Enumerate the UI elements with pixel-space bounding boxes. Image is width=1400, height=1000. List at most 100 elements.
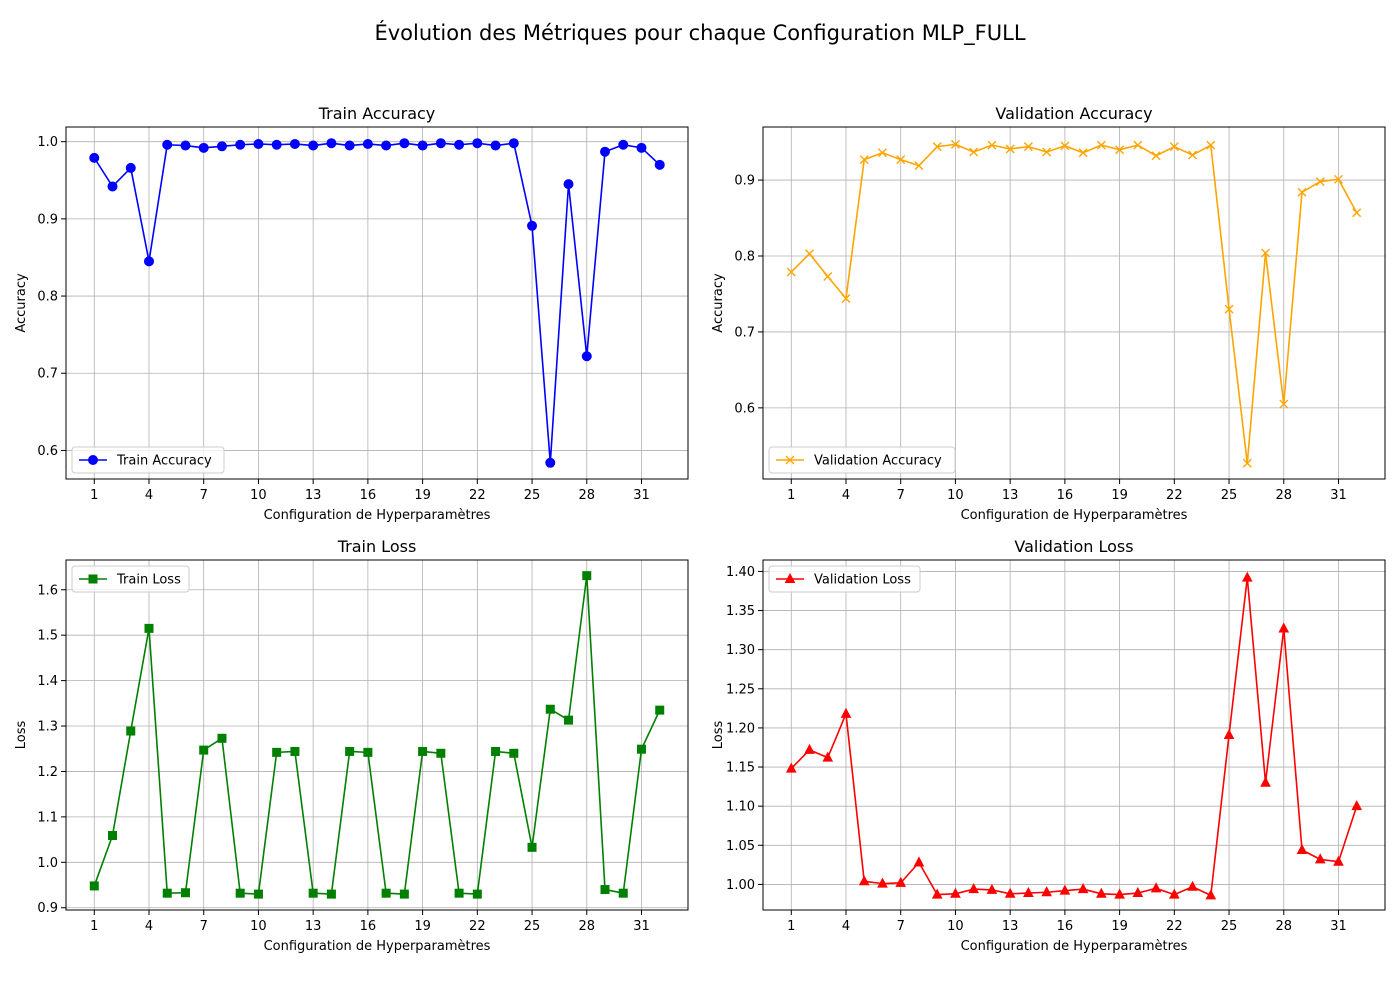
x-tick-label: 25	[1221, 488, 1238, 503]
legend-marker	[784, 572, 796, 583]
data-point	[143, 256, 154, 267]
y-tick-label: 1.15	[726, 761, 755, 776]
legend: Validation Loss	[768, 565, 921, 593]
data-point	[1333, 174, 1343, 184]
y-tick-label: 0.8	[734, 250, 755, 265]
subplot-3: 1 4 7 10 13 16 19 22 25 28 31 0.9 1.0 1.1 1.2 1.3 1.4 1.5…	[14, 537, 689, 954]
series-train-accuracy	[89, 138, 665, 468]
y-tick-label: 1.10	[726, 800, 755, 815]
data-point	[1042, 147, 1052, 157]
x-axis-label: Configuration de Hyperparamètres	[264, 508, 491, 523]
data-point	[418, 746, 428, 756]
data-point	[564, 715, 574, 725]
data-point	[968, 883, 980, 894]
x-tick-label: 25	[1221, 919, 1238, 934]
data-point	[363, 747, 373, 757]
grid	[66, 127, 688, 479]
data-point	[472, 889, 482, 899]
x-tick-label: 13	[1002, 488, 1019, 503]
data-point	[600, 146, 611, 157]
subplot-title: Train Loss	[337, 537, 417, 556]
data-point	[508, 138, 519, 149]
legend-box	[71, 565, 190, 593]
data-point	[805, 249, 815, 259]
data-point	[362, 138, 373, 149]
data-point	[1206, 140, 1216, 150]
y-axis-label: Loss	[711, 721, 726, 750]
data-point	[859, 155, 869, 165]
data-point	[1150, 882, 1162, 893]
x-tick-label: 7	[897, 488, 905, 503]
subplot-title: Validation Accuracy	[995, 104, 1152, 123]
y-tick-label: 0.7	[37, 367, 58, 382]
data-point	[858, 875, 870, 886]
data-point	[654, 159, 665, 170]
y-tick-label: 0.9	[734, 174, 755, 189]
x-tick-label: 28	[578, 488, 595, 503]
data-point	[253, 889, 263, 899]
y-tick-label: 1.2	[37, 765, 58, 780]
data-point	[126, 726, 136, 736]
x-tick-label: 1	[90, 919, 98, 934]
x-tick-label: 7	[200, 919, 208, 934]
y-tick-label: 0.6	[37, 444, 58, 459]
x-tick-label: 19	[1111, 488, 1128, 503]
data-point	[235, 139, 246, 150]
data-point	[107, 181, 118, 192]
x-axis-label: Configuration de Hyperparamètres	[961, 939, 1188, 954]
x-tick-label: 31	[633, 488, 650, 503]
data-point	[1315, 177, 1325, 187]
x-tick-label: 25	[524, 919, 541, 934]
data-point	[1224, 304, 1234, 314]
data-point	[655, 705, 665, 715]
data-point	[1333, 855, 1344, 866]
data-point	[125, 162, 136, 173]
y-tick-label: 1.30	[726, 643, 755, 658]
data-point	[950, 887, 961, 898]
x-tick-label: 19	[414, 919, 431, 934]
data-point	[877, 877, 888, 888]
data-point	[1261, 248, 1271, 258]
data-point	[1060, 141, 1070, 151]
y-tick-label: 0.8	[37, 290, 58, 305]
subplot-1: 1 4 7 10 13 16 19 22 25 28 31 0.6 0.7 0.8 0.9 1.0 Train …	[14, 104, 689, 523]
series-line	[93, 574, 661, 895]
data-point	[840, 707, 852, 718]
data-point	[618, 888, 628, 898]
y-tick-label: 1.40	[726, 565, 755, 580]
data-point	[786, 267, 796, 277]
data-point	[895, 876, 907, 887]
grid	[763, 127, 1385, 479]
data-point	[1205, 889, 1217, 900]
x-tick-label: 4	[842, 919, 850, 934]
series-line	[790, 576, 1358, 897]
y-tick-label: 1.00	[726, 878, 755, 893]
x-tick-label: 19	[414, 488, 431, 503]
data-point	[1041, 886, 1052, 897]
x-tick-label: 16	[1057, 919, 1074, 934]
data-point	[308, 888, 318, 898]
data-point	[636, 744, 646, 754]
data-point	[198, 142, 209, 153]
y-tick-label: 1.35	[726, 604, 755, 619]
x-tick-label: 4	[842, 488, 850, 503]
data-point	[472, 138, 483, 149]
x-axis-label: Configuration de Hyperparamètres	[264, 939, 491, 954]
data-point	[89, 881, 99, 891]
data-point	[271, 139, 282, 150]
data-point	[344, 140, 355, 151]
legend-label: Validation Accuracy	[814, 454, 942, 469]
y-tick-label: 0.6	[734, 401, 755, 416]
y-tick-label: 1.3	[37, 720, 58, 735]
subplot-title: Train Accuracy	[318, 104, 436, 123]
data-point	[1078, 148, 1088, 158]
x-tick-label: 13	[305, 919, 322, 934]
data-point	[1004, 887, 1016, 898]
data-point	[1114, 888, 1125, 899]
series-train-loss	[89, 571, 665, 899]
series-validation-loss	[785, 571, 1363, 900]
data-point	[877, 148, 887, 158]
x-tick-label: 7	[200, 488, 208, 503]
legend: Validation Accuracy	[768, 446, 956, 474]
